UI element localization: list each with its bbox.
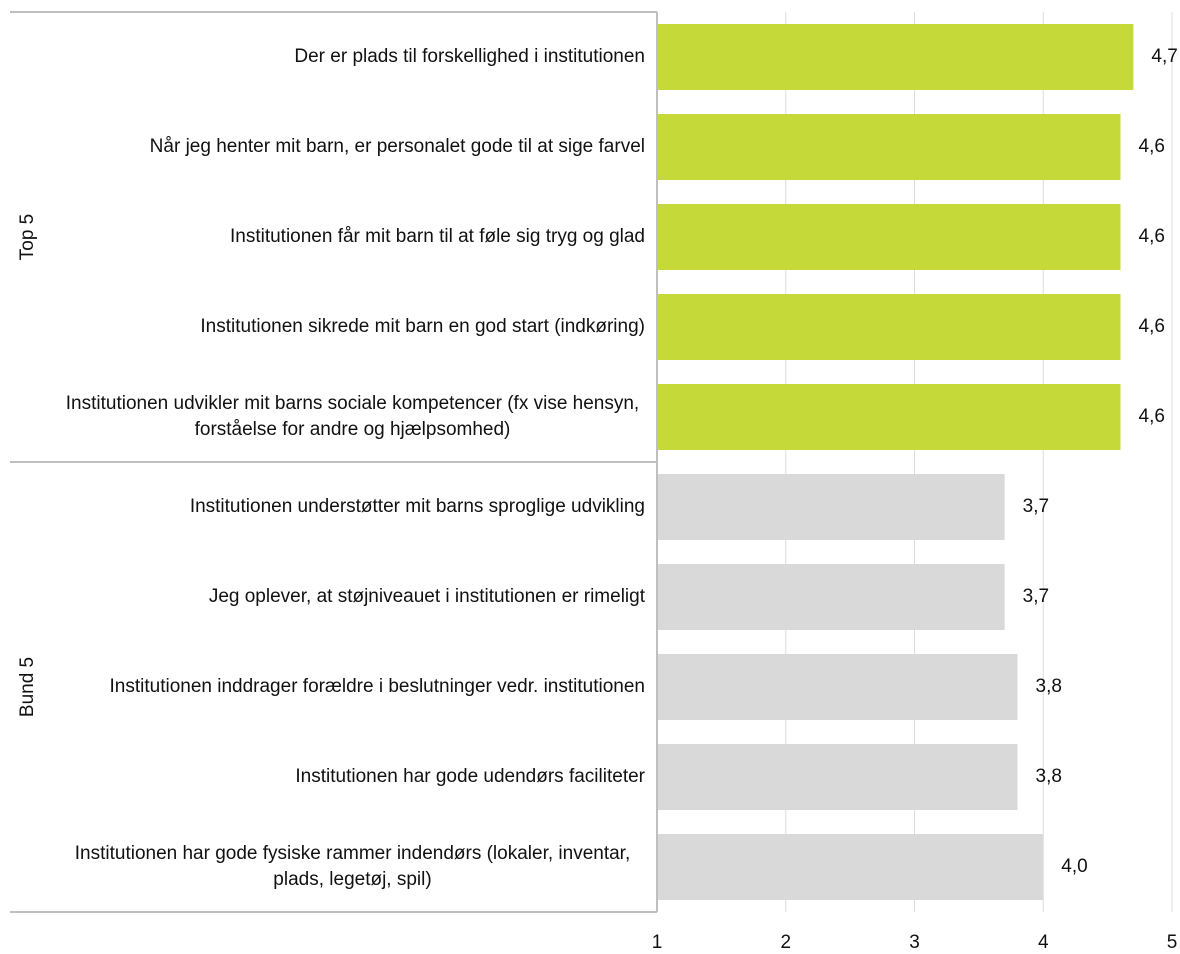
- category-label: Institutionen understøtter mit barns spr…: [45, 494, 645, 520]
- value-label: 4,7: [1151, 46, 1177, 67]
- x-tick-label: 2: [780, 932, 791, 953]
- bar: [657, 474, 1005, 540]
- category-text: Institutionen sikrede mit barn en god st…: [200, 316, 645, 337]
- category-label: Institutionen har gode fysiske rammer in…: [45, 841, 645, 893]
- category-label: Institutionen sikrede mit barn en god st…: [45, 314, 645, 340]
- value-label: 4,6: [1139, 136, 1165, 157]
- value-label: 3,8: [1036, 766, 1062, 787]
- value-label: 4,6: [1139, 406, 1165, 427]
- category-label: Institutionen udvikler mit barns sociale…: [45, 391, 645, 443]
- category-text: Når jeg henter mit barn, er personalet g…: [149, 136, 645, 157]
- category-text: Institutionen har gode udendørs facilite…: [295, 766, 645, 787]
- x-tick-label: 3: [909, 932, 920, 953]
- category-label: Jeg oplever, at støjniveauet i instituti…: [45, 584, 645, 610]
- category-text: Institutionen understøtter mit barns spr…: [189, 496, 645, 517]
- bar: [657, 744, 1018, 810]
- value-label: 3,7: [1023, 586, 1049, 607]
- bar: [657, 564, 1005, 630]
- category-label: Der er plads til forskellighed i institu…: [45, 44, 645, 70]
- bar: [657, 24, 1134, 90]
- value-label: 4,6: [1139, 226, 1165, 247]
- value-label: 4,6: [1139, 316, 1165, 337]
- x-tick-label: 5: [1167, 932, 1178, 953]
- category-text: Institutionen inddrager forældre i beslu…: [109, 676, 646, 697]
- category-label: Når jeg henter mit barn, er personalet g…: [45, 134, 645, 160]
- bar: [657, 384, 1121, 450]
- value-label: 3,7: [1023, 496, 1049, 517]
- bar: [657, 294, 1121, 360]
- value-label: 3,8: [1036, 676, 1062, 697]
- bar: [657, 654, 1018, 720]
- x-tick-label: 4: [1038, 932, 1049, 953]
- value-label: 4,0: [1061, 856, 1087, 877]
- category-text: Institutionen får mit barn til at føle s…: [229, 226, 645, 247]
- group-label: Top 5: [17, 214, 38, 260]
- category-text: Der er plads til forskellighed i institu…: [294, 46, 645, 67]
- x-tick-label: 1: [652, 932, 663, 953]
- group-label: Bund 5: [17, 657, 38, 717]
- category-label: Institutionen får mit barn til at føle s…: [45, 224, 645, 250]
- category-label: Institutionen har gode udendørs facilite…: [45, 764, 645, 790]
- category-text: Institutionen har gode fysiske rammer in…: [74, 843, 631, 890]
- bar: [657, 834, 1044, 900]
- category-text: Institutionen udvikler mit barns sociale…: [65, 393, 640, 440]
- bar: [657, 114, 1121, 180]
- category-text: Jeg oplever, at støjniveauet i instituti…: [208, 586, 645, 607]
- category-label: Institutionen inddrager forældre i beslu…: [45, 674, 646, 700]
- bar: [657, 204, 1121, 270]
